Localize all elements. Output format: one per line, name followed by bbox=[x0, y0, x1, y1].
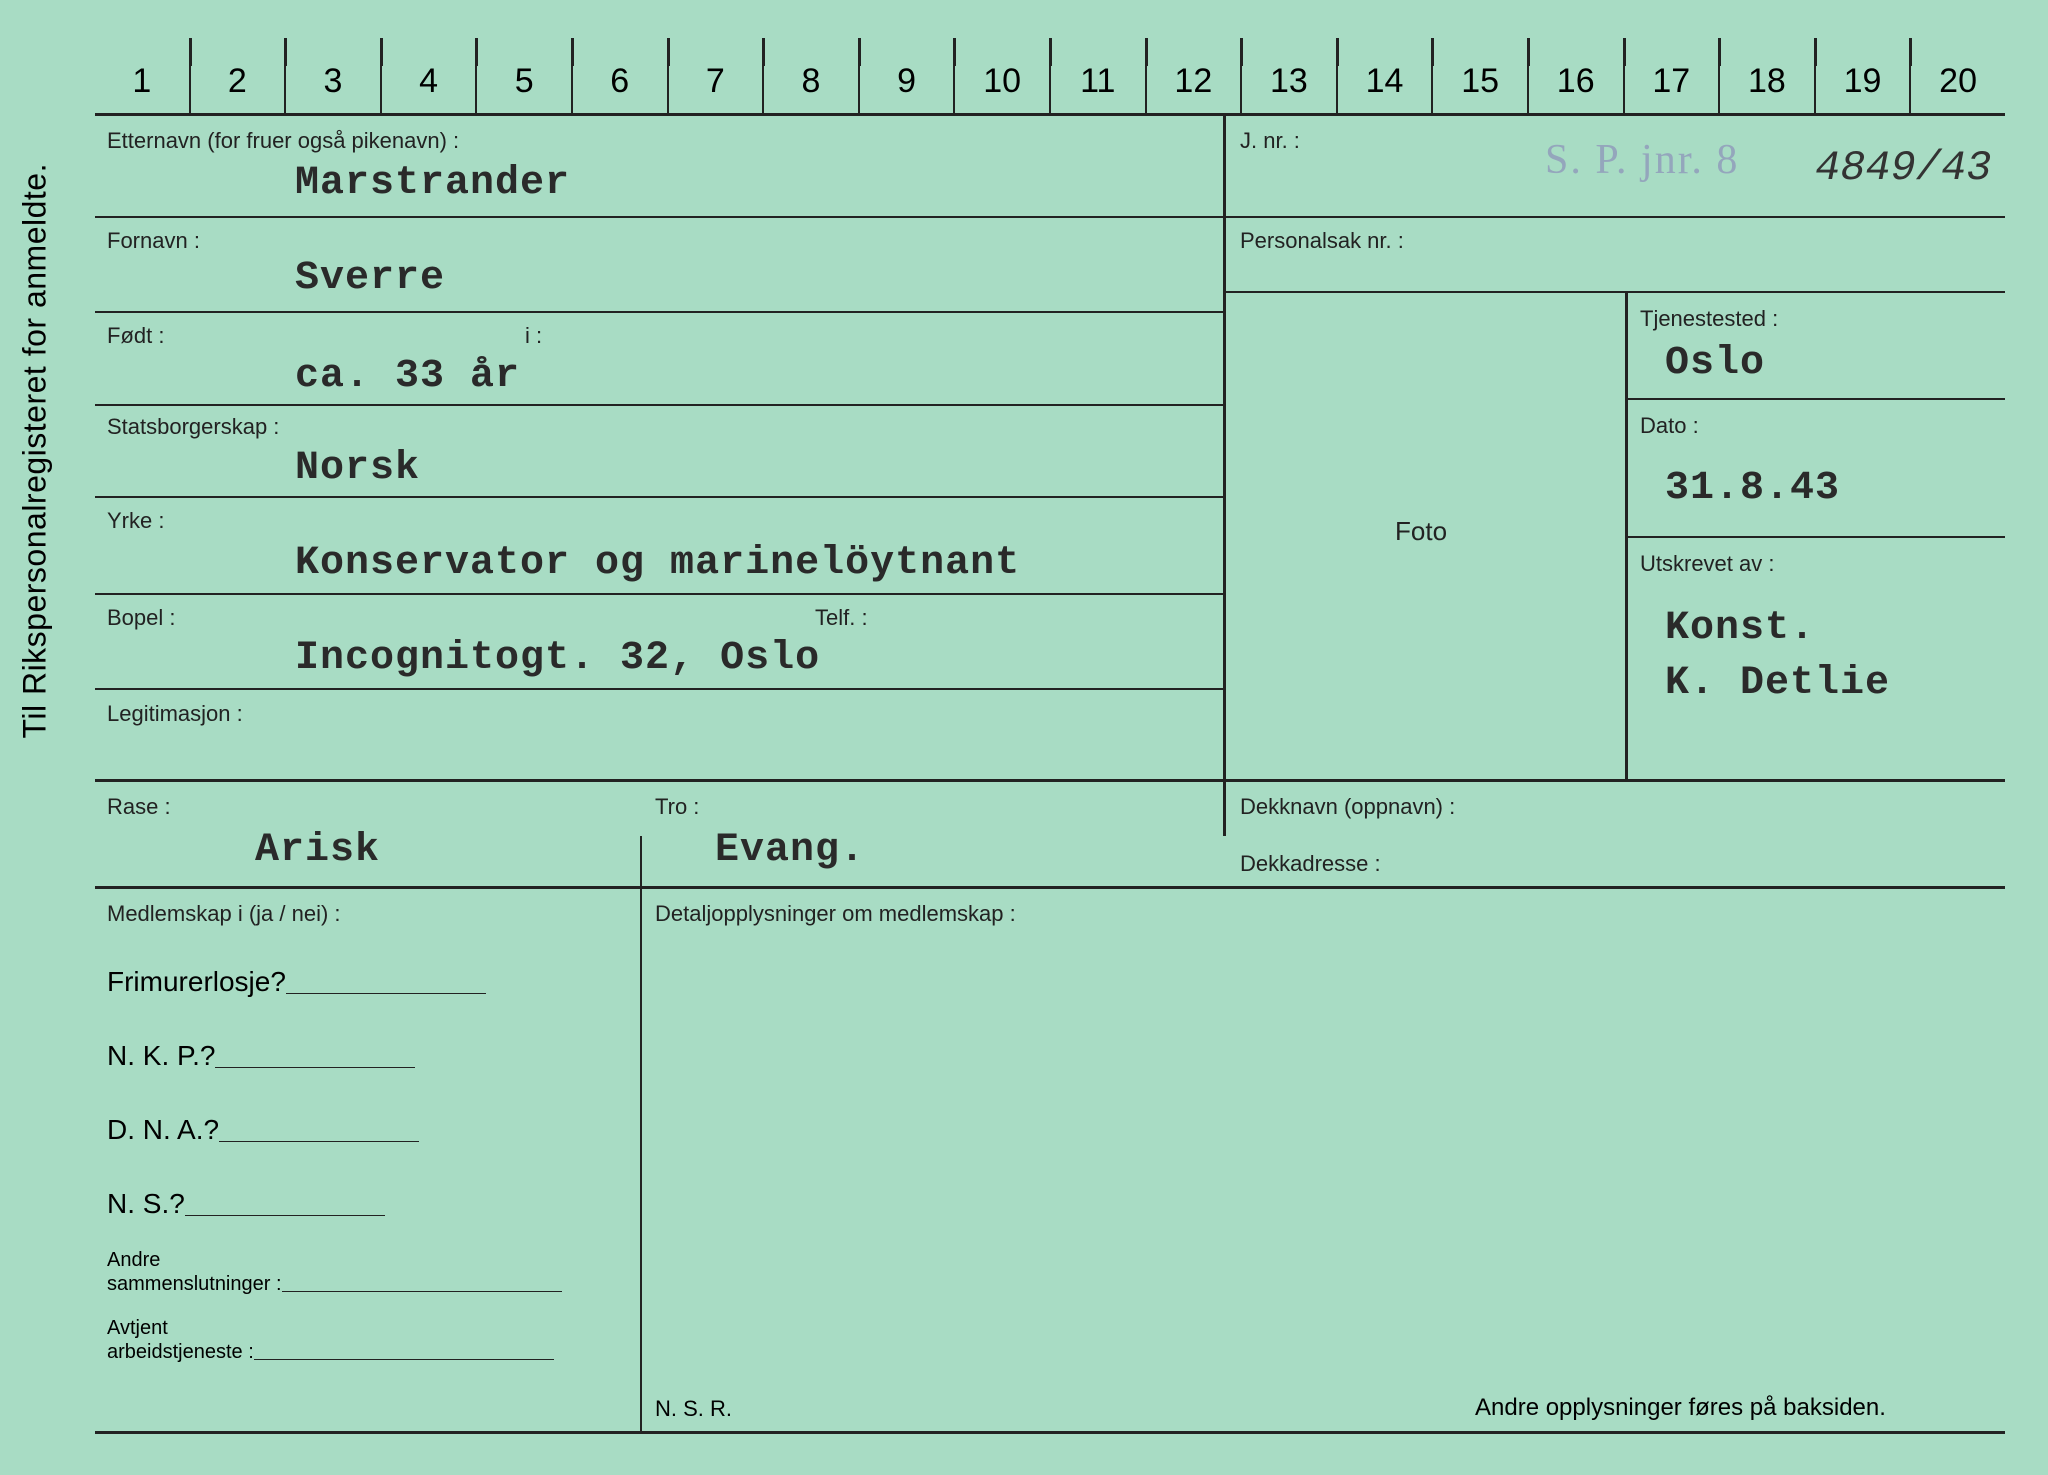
form-card: 1 2 3 4 5 6 7 8 9 10 11 12 13 14 15 16 1… bbox=[95, 38, 2005, 1433]
label-nkp: N. K. P.? bbox=[107, 1040, 215, 1072]
ruler-cell: 6 bbox=[571, 38, 667, 113]
ruler-cell: 17 bbox=[1623, 38, 1719, 113]
ruler-cell: 12 bbox=[1145, 38, 1241, 113]
divider bbox=[95, 886, 2005, 889]
ruler-cell: 20 bbox=[1909, 38, 2005, 113]
ruler-cell: 15 bbox=[1431, 38, 1527, 113]
ruler-cell: 19 bbox=[1814, 38, 1910, 113]
ruler-cell: 5 bbox=[475, 38, 571, 113]
underline bbox=[282, 1291, 562, 1292]
label-dekknavn: Dekknavn (oppnavn) : bbox=[1240, 794, 1455, 820]
divider bbox=[95, 404, 1223, 406]
ruler-cell: 2 bbox=[189, 38, 285, 113]
divider bbox=[95, 216, 2005, 218]
label-nsr: N. S. R. bbox=[655, 1396, 732, 1422]
label-rase: Rase : bbox=[107, 794, 171, 820]
label-frimurerlosje: Frimurerlosje? bbox=[107, 966, 286, 998]
vertical-title: Til Rikspersonalregisteret for anmeldte. bbox=[17, 163, 54, 738]
ruler-cell: 1 bbox=[95, 38, 189, 113]
ruler-cell: 11 bbox=[1049, 38, 1145, 113]
underline bbox=[286, 993, 486, 994]
divider bbox=[95, 593, 1223, 595]
ruler-cell: 10 bbox=[953, 38, 1049, 113]
label-telf: Telf. : bbox=[815, 605, 868, 631]
label-yrke: Yrke : bbox=[107, 508, 164, 534]
label-detaljopplysninger: Detaljopplysninger om medlemskap : bbox=[655, 901, 1016, 927]
label-personalsak: Personalsak nr. : bbox=[1240, 228, 1404, 254]
label-bopel: Bopel : bbox=[107, 605, 176, 631]
label-ns: N. S.? bbox=[107, 1188, 185, 1220]
divider bbox=[95, 779, 2005, 782]
label-utskrevet: Utskrevet av : bbox=[1640, 551, 1774, 577]
divider bbox=[1223, 116, 1226, 836]
ruler-cell: 13 bbox=[1240, 38, 1336, 113]
value-etternavn: Marstrander bbox=[295, 161, 570, 206]
value-tro: Evang. bbox=[715, 828, 865, 873]
value-bopel: Incognitogt. 32, Oslo bbox=[295, 636, 820, 681]
membership-nkp: N. K. P.? bbox=[107, 1010, 627, 1072]
stamp-text: S. P. jnr. 8 bbox=[1545, 136, 1739, 184]
divider bbox=[1625, 398, 2005, 400]
divider bbox=[640, 836, 642, 1431]
label-foto: Foto bbox=[1395, 516, 1447, 547]
value-utskrevet1: Konst. bbox=[1665, 606, 1815, 651]
membership-ns: N. S.? bbox=[107, 1158, 627, 1220]
label-andre-opp: Andre opplysninger føres på baksiden. bbox=[1475, 1394, 1886, 1422]
divider bbox=[1625, 291, 1628, 779]
value-dato: 31.8.43 bbox=[1665, 466, 1840, 511]
underline bbox=[254, 1359, 554, 1360]
label-dna: D. N. A.? bbox=[107, 1114, 219, 1146]
value-utskrevet2: K. Detlie bbox=[1665, 661, 1890, 706]
membership-frimurerlosje: Frimurerlosje? bbox=[107, 936, 627, 998]
underline bbox=[219, 1141, 419, 1142]
label-fornavn: Fornavn : bbox=[107, 228, 200, 254]
label-tjenestested: Tjenestested : bbox=[1640, 306, 1778, 332]
ruler-cell: 7 bbox=[667, 38, 763, 113]
value-rase: Arisk bbox=[255, 828, 380, 873]
label-statsborgerskap: Statsborgerskap : bbox=[107, 414, 279, 440]
label-fodt: Født : bbox=[107, 323, 164, 349]
ruler-cell: 4 bbox=[380, 38, 476, 113]
label-dato: Dato : bbox=[1640, 413, 1699, 439]
value-jnr: 4849/43 bbox=[1815, 144, 1991, 192]
label-legitimasjon: Legitimasjon : bbox=[107, 701, 243, 727]
divider bbox=[1223, 291, 2005, 293]
value-tjenestested: Oslo bbox=[1665, 341, 1765, 386]
value-statsborgerskap: Norsk bbox=[295, 446, 420, 491]
membership-andre: Andre sammenslutninger : bbox=[107, 1248, 627, 1296]
label-avtjent: Avtjent arbeidstjeneste : bbox=[107, 1316, 254, 1364]
value-yrke: Konservator og marinelöytnant bbox=[295, 541, 1020, 586]
divider bbox=[1625, 536, 2005, 538]
underline bbox=[185, 1215, 385, 1216]
form-body: Etternavn (for fruer også pikenavn) : Ma… bbox=[95, 116, 2005, 1431]
value-fornavn: Sverre bbox=[295, 256, 445, 301]
divider bbox=[95, 1431, 2005, 1434]
label-tro: Tro : bbox=[655, 794, 699, 820]
label-medlemskap: Medlemskap i (ja / nei) : bbox=[107, 901, 341, 927]
label-andre-sammen: Andre sammenslutninger : bbox=[107, 1248, 282, 1296]
membership-avtjent: Avtjent arbeidstjeneste : bbox=[107, 1316, 627, 1364]
divider bbox=[95, 688, 1223, 690]
value-fodt: ca. 33 år bbox=[295, 354, 520, 399]
ruler: 1 2 3 4 5 6 7 8 9 10 11 12 13 14 15 16 1… bbox=[95, 38, 2005, 116]
label-i: i : bbox=[525, 323, 542, 349]
ruler-cell: 9 bbox=[858, 38, 954, 113]
membership-dna: D. N. A.? bbox=[107, 1084, 627, 1146]
ruler-cell: 8 bbox=[762, 38, 858, 113]
ruler-cell: 14 bbox=[1336, 38, 1432, 113]
label-jnr: J. nr. : bbox=[1240, 128, 1300, 154]
ruler-cell: 16 bbox=[1527, 38, 1623, 113]
ruler-cell: 18 bbox=[1718, 38, 1814, 113]
divider bbox=[95, 311, 1223, 313]
label-etternavn: Etternavn (for fruer også pikenavn) : bbox=[107, 128, 459, 154]
ruler-cell: 3 bbox=[284, 38, 380, 113]
label-dekkadresse: Dekkadresse : bbox=[1240, 851, 1381, 877]
divider bbox=[95, 496, 1223, 498]
underline bbox=[215, 1067, 415, 1068]
